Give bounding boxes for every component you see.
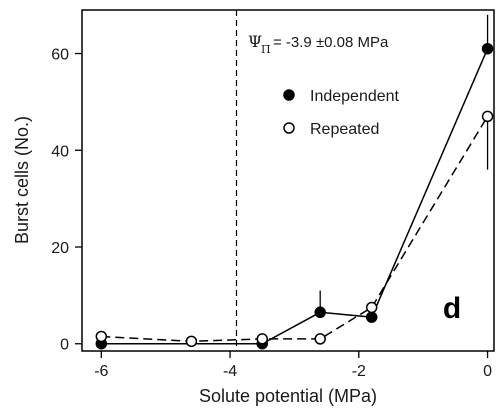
data-point-repeated bbox=[95, 330, 108, 343]
legend-marker-independent bbox=[283, 89, 295, 101]
legend: Independent Repeated bbox=[283, 88, 400, 138]
psi-symbol: Ψ bbox=[248, 32, 262, 51]
y-tick-label: 20 bbox=[51, 240, 69, 257]
x-axis-title: Solute potential (MPa) bbox=[199, 386, 377, 406]
legend-marker-repeated bbox=[283, 122, 295, 134]
x-tick-label: 0 bbox=[483, 363, 492, 380]
y-tick-label: 60 bbox=[51, 47, 69, 64]
psi-value: = -3.9 ±0.08 MPa bbox=[273, 34, 389, 51]
data-point-repeated bbox=[314, 333, 326, 345]
data-point-independent bbox=[365, 311, 378, 323]
data-point-repeated bbox=[365, 301, 378, 314]
x-tick-label: -2 bbox=[352, 363, 366, 380]
x-tick-label: -6 bbox=[94, 363, 108, 380]
legend-label-repeated: Repeated bbox=[310, 121, 379, 138]
data-point-independent bbox=[481, 42, 494, 55]
data-point-independent bbox=[314, 306, 326, 319]
y-axis-title: Burst cells (No.) bbox=[12, 116, 32, 244]
panel-letter: d bbox=[443, 292, 461, 325]
data-point-repeated bbox=[481, 110, 494, 123]
series-line-repeated bbox=[101, 116, 489, 343]
psi-annotation: Ψ Π = -3.9 ±0.08 MPa bbox=[248, 32, 389, 56]
psi-subscript: Π bbox=[261, 43, 271, 56]
plot-frame bbox=[81, 9, 495, 352]
x-tick-label: -4 bbox=[223, 363, 237, 380]
y-tick-label: 0 bbox=[60, 337, 69, 354]
series-line-independent bbox=[101, 48, 489, 345]
legend-label-independent: Independent bbox=[310, 88, 400, 105]
y-tick-label: 40 bbox=[51, 143, 69, 160]
data-point-repeated bbox=[185, 335, 198, 348]
data-point-repeated bbox=[256, 333, 268, 345]
